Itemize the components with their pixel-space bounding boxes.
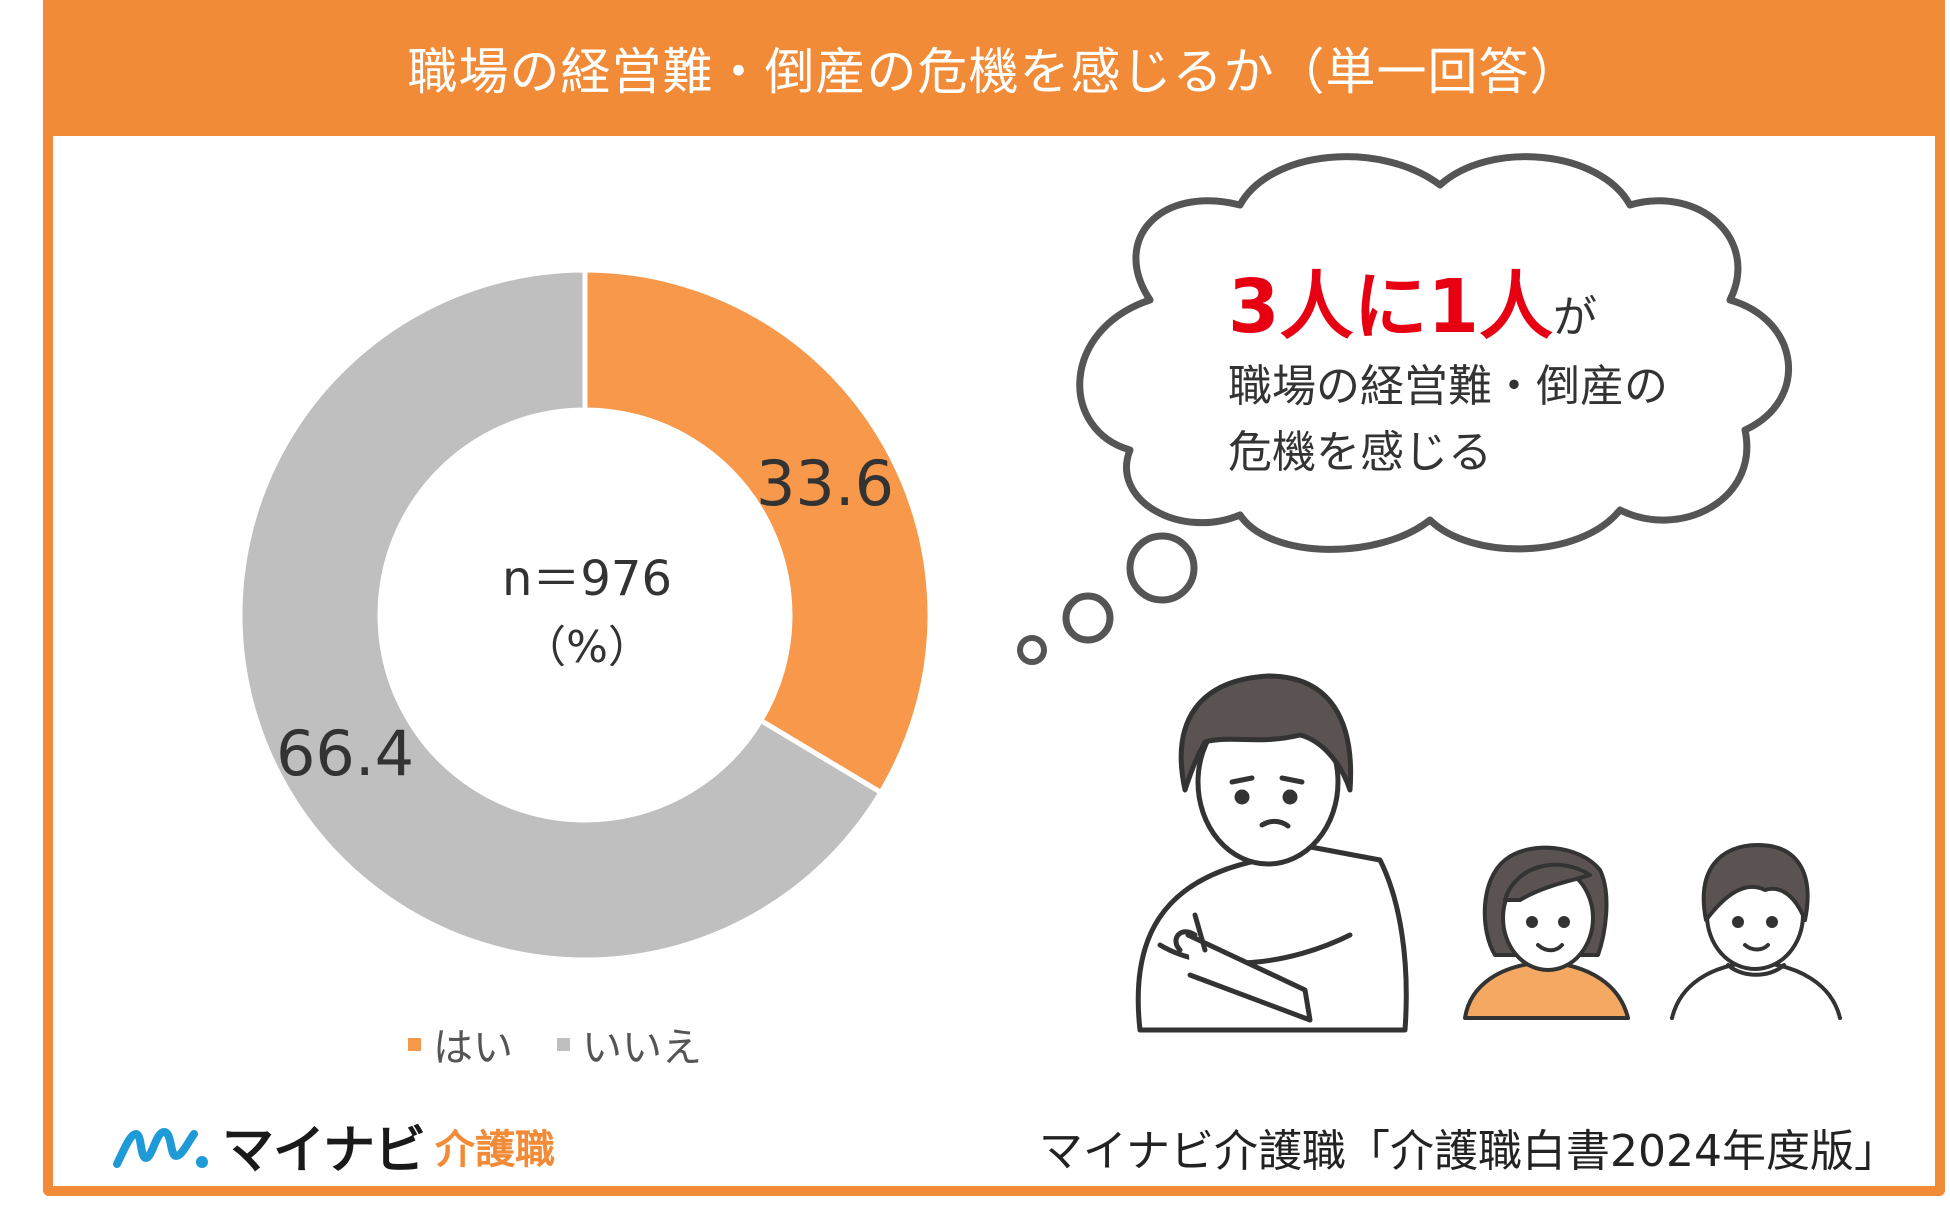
bubble-text: 3人に1人が 職場の経営難・倒産の 危機を感じる <box>1228 270 1668 486</box>
value-label-yes: 33.6 <box>756 447 894 520</box>
source-note: マイナビ介護職「介護職白書2024年度版」 <box>1038 1126 1898 1177</box>
thought-dot-large <box>1126 532 1198 604</box>
donut-chart: 33.6 66.4 n＝976 （%） <box>237 267 933 963</box>
legend-label-no: いいえ <box>582 1025 702 1071</box>
worried-man-illustration <box>1135 673 1409 1033</box>
bubble-headline: 3人に1人が <box>1228 270 1668 344</box>
headline-tail: が <box>1552 292 1597 343</box>
chart-title: 職場の経営難・倒産の危機を感じるか（単一回答） <box>407 43 1581 101</box>
mynavi-logo-icon <box>113 1127 208 1168</box>
woman-illustration <box>1463 845 1630 1020</box>
bubble-line-1: 職場の経営難・倒産の <box>1228 361 1668 412</box>
logo-name: マイナビ <box>222 1121 426 1181</box>
donut-value-labels: 33.6 66.4 <box>276 447 894 790</box>
legend: はい いいえ <box>408 1015 702 1073</box>
donut-slice-yes <box>582 267 933 796</box>
boy-illustration <box>1670 843 1842 1020</box>
frame-border <box>43 0 1945 1196</box>
legend-swatch-no <box>557 1037 570 1051</box>
donut-slice-no <box>237 267 885 963</box>
header-bar: 職場の経営難・倒産の危機を感じるか（単一回答） <box>43 0 1945 136</box>
sample-size-label: n＝976 <box>502 551 672 607</box>
logo-sub: 介護職 <box>434 1126 555 1173</box>
headline-highlight: 3人に1人 <box>1228 264 1553 350</box>
bubble-line-2: 危機を感じる <box>1228 427 1492 478</box>
legend-item-yes: はい <box>408 1015 513 1073</box>
unit-label: （%） <box>522 622 652 673</box>
thought-dot-small <box>1017 635 1047 665</box>
thought-dot-medium <box>1062 592 1114 644</box>
value-label-no: 66.4 <box>276 717 414 790</box>
donut-slices <box>237 267 933 963</box>
legend-label-yes: はい <box>433 1025 513 1071</box>
legend-swatch-yes <box>408 1037 421 1051</box>
legend-item-no: いいえ <box>557 1015 702 1073</box>
mynavi-logo: マイナビ 介護職 <box>112 1108 555 1183</box>
